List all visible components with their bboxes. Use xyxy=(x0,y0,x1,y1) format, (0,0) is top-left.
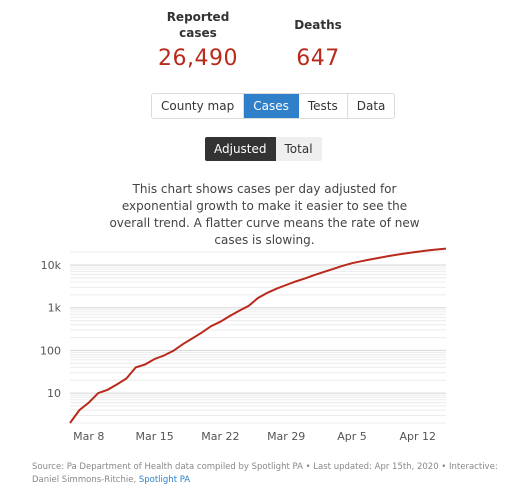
source-text: Source: Pa Department of Health data com… xyxy=(32,462,498,485)
stats-panel: Reported cases 26,490 Deaths 647 xyxy=(0,8,529,78)
tab-tests[interactable]: Tests xyxy=(298,94,348,118)
adjusted-button[interactable]: Adjusted xyxy=(205,137,276,161)
y-tick-label: 100 xyxy=(40,344,61,357)
tab-county-map[interactable]: County map xyxy=(152,94,245,118)
x-tick-label: Apr 12 xyxy=(400,430,437,443)
deaths-stat: Deaths 647 xyxy=(268,8,368,71)
cases-line xyxy=(69,247,447,424)
deaths-value: 647 xyxy=(296,46,340,71)
deaths-label: Deaths xyxy=(294,18,342,32)
total-button[interactable]: Total xyxy=(275,137,322,161)
x-tick-label: Mar 22 xyxy=(201,430,239,443)
scale-toggle: Adjusted Total xyxy=(205,137,322,161)
tab-data[interactable]: Data xyxy=(347,94,395,118)
y-tick-label: 10 xyxy=(47,387,61,400)
x-axis-ticks: Mar 8 Mar 15 Mar 22 Mar 29 Apr 5 Apr 12 xyxy=(73,430,436,443)
x-tick-label: Mar 15 xyxy=(135,430,173,443)
y-axis-ticks: 10 100 1k 10k xyxy=(40,259,62,400)
y-tick-label: 10k xyxy=(41,259,62,272)
spotlight-pa-link[interactable]: Spotlight PA xyxy=(138,475,191,485)
x-tick-label: Mar 8 xyxy=(73,430,104,443)
chart-description: This chart shows cases per day adjusted … xyxy=(109,182,420,247)
cases-line-chart: 10 100 1k 10k Mar 8 Mar 15 Mar 22 Mar 29 Apr 5 A… xyxy=(40,247,447,443)
reported-cases-stat: Reported cases 26,490 xyxy=(148,8,248,71)
view-tabs: County map Cases Tests Data xyxy=(151,93,396,119)
y-tick-label: 1k xyxy=(48,302,62,315)
tab-cases[interactable]: Cases xyxy=(244,94,299,118)
chart-grid xyxy=(70,251,446,424)
x-tick-label: Apr 5 xyxy=(337,430,367,443)
reported-cases-label: Reported cases xyxy=(166,10,230,40)
reported-cases-value: 26,490 xyxy=(158,46,238,71)
source-note: Source: Pa Department of Health data com… xyxy=(32,461,502,487)
x-tick-label: Mar 29 xyxy=(267,430,305,443)
